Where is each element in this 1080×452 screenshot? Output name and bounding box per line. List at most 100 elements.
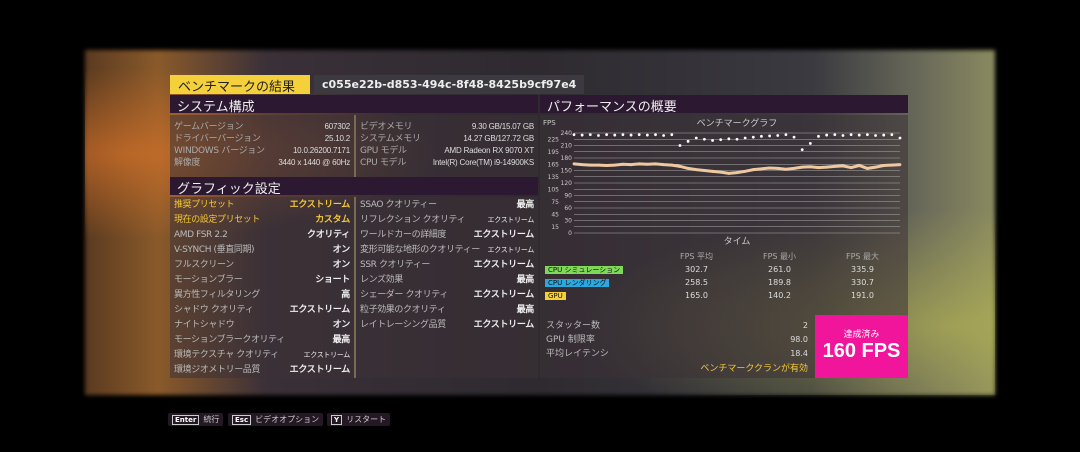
data-point	[694, 168, 698, 172]
setting-value: エクストリーム	[487, 216, 535, 224]
setting-label: 現在の設定プリセット	[174, 215, 261, 225]
setting-row: リフレクション クオリティ エクストリーム	[356, 213, 538, 228]
data-point	[882, 164, 886, 167]
y-tick-label: 90	[564, 193, 572, 200]
data-point	[768, 166, 771, 170]
setting-label: SSR クオリティー	[360, 260, 431, 270]
data-point	[678, 164, 682, 168]
data-point	[808, 142, 812, 145]
setting-value: 3440 x 1440 @ 60Hz	[278, 158, 350, 167]
data-point	[719, 170, 723, 174]
y-tick-label: 165	[548, 161, 560, 168]
data-point	[662, 134, 666, 137]
setting-value: カスタム	[315, 215, 350, 225]
data-point	[857, 133, 861, 137]
data-point	[882, 133, 886, 137]
data-point	[817, 166, 820, 169]
data-point	[743, 169, 747, 173]
data-point	[629, 163, 633, 167]
row-label: GPU	[545, 291, 566, 300]
data-point	[898, 136, 902, 140]
setting-row: 環境ジオメトリー品質 エクストリーム	[170, 363, 354, 378]
data-point	[784, 167, 788, 171]
cell: 165.0	[685, 291, 708, 300]
setting-value: 25.10.2	[324, 134, 350, 143]
setting-value: 607302	[324, 122, 351, 131]
setting-label: 粒子効果のクオリティ	[360, 305, 446, 315]
col-header: FPS 最小	[762, 252, 797, 261]
setting-label: 解像度	[174, 158, 201, 168]
setting-label: CPU モデル	[360, 158, 407, 168]
data-point	[703, 169, 706, 172]
setting-value: エクストリーム	[473, 290, 535, 300]
x-axis-label: タイム	[724, 236, 751, 247]
data-point	[784, 133, 788, 137]
cell: 261.0	[768, 265, 791, 274]
setting-row: 環境テクスチャ クオリティ エクストリーム	[170, 348, 354, 363]
data-point	[662, 163, 666, 167]
data-point	[890, 133, 894, 137]
data-point	[760, 167, 763, 171]
data-point	[703, 137, 706, 141]
cell: 140.2	[768, 291, 791, 300]
stat-row: 平均レイテンシ 18.4	[546, 347, 808, 361]
benchmark-chart: 2402252101951801651501351201059075604530…	[543, 117, 902, 247]
footer-action-0[interactable]: Enter 続行	[168, 413, 224, 426]
y-tick-label: 180	[561, 155, 573, 162]
data-point	[621, 162, 625, 166]
data-point	[792, 135, 796, 139]
setting-value: AMD Radeon RX 9070 XT	[444, 146, 534, 155]
fps-table: FPS 平均 FPS 最小 FPS 最大 CPU シミュレーション 302.7 26…	[545, 250, 905, 302]
data-point	[776, 167, 780, 170]
col-header: FPS 最大	[845, 252, 880, 261]
data-point	[645, 133, 649, 137]
data-point	[605, 164, 608, 167]
data-point	[776, 134, 780, 137]
data-point	[670, 133, 674, 137]
y-tick-label: 120	[561, 180, 573, 187]
setting-row: 粒子効果のクオリティ 最高	[356, 303, 538, 318]
y-tick-label: 195	[548, 149, 560, 156]
achieved-value: 160 FPS	[822, 340, 901, 362]
setting-label: レイトレーシング品質	[360, 320, 446, 330]
setting-label: フルスクリーン	[174, 260, 234, 270]
setting-value: 最高	[516, 200, 535, 210]
setting-row: フルスクリーン オン	[170, 258, 354, 273]
data-point	[588, 133, 592, 137]
footer-action-1[interactable]: Esc ビデオオプション	[228, 413, 324, 426]
stat-value: 18.4	[790, 349, 808, 358]
y-tick-label: 150	[561, 168, 573, 175]
setting-value: ショート	[315, 275, 350, 285]
data-point	[833, 164, 837, 168]
data-point	[751, 168, 755, 172]
y-tick-label: 210	[561, 143, 573, 150]
setting-row: AMD FSR 2.2 クオリティ	[170, 228, 354, 243]
footer-action-2[interactable]: Y リスタート	[327, 413, 391, 426]
setting-value: エクストリーム	[473, 260, 535, 270]
setting-label: AMD FSR 2.2	[174, 230, 228, 240]
setting-row: 現在の設定プリセット カスタム	[170, 213, 354, 228]
setting-row: SSAO クオリティー 最高	[356, 198, 538, 213]
setting-value: エクストリーム	[303, 351, 351, 359]
setting-row: モーションブラー ショート	[170, 273, 354, 288]
cell: 330.7	[851, 278, 874, 287]
achieved-label: 達成済み	[843, 330, 880, 340]
table-row: CPU レンダリング 258.5 189.8 330.7	[545, 276, 905, 289]
data-point	[735, 171, 739, 174]
graphics-header: グラフィック設定	[170, 177, 538, 197]
y-tick-label: 30	[564, 218, 572, 225]
data-point	[743, 136, 747, 140]
setting-value: 最高	[516, 275, 535, 285]
setting-row: 解像度 3440 x 1440 @ 60Hz	[170, 157, 354, 169]
table-row: GPU 165.0 140.2 191.0	[545, 289, 905, 302]
data-point	[580, 133, 584, 137]
page-title: ベンチマークの結果	[170, 75, 310, 95]
cell: 335.9	[851, 265, 874, 274]
setting-label: シャドウ クオリティ	[174, 305, 254, 315]
setting-label: 推奨プリセット	[174, 200, 235, 210]
action-label: 続行	[203, 415, 220, 424]
data-point	[711, 139, 714, 142]
data-point	[841, 134, 845, 137]
data-point	[719, 138, 723, 142]
data-point	[613, 163, 617, 167]
